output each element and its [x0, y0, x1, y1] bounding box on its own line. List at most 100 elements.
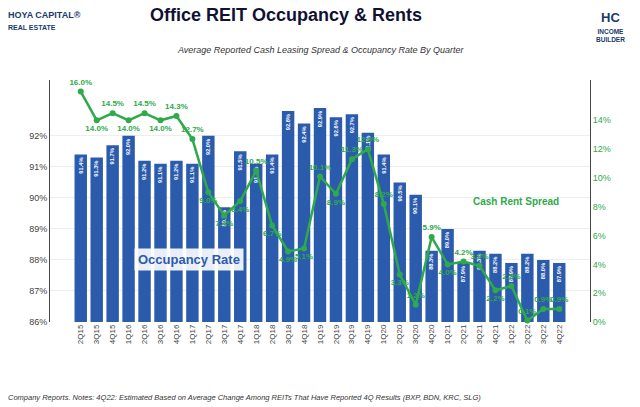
svg-text:91%: 91% [29, 162, 47, 172]
svg-text:0.9%: 0.9% [534, 295, 552, 304]
svg-text:10.5%: 10.5% [245, 157, 268, 166]
svg-text:3Q21: 3Q21 [475, 324, 484, 344]
svg-text:14.3%: 14.3% [165, 102, 188, 111]
svg-text:Average Reported Cash Leasing: Average Reported Cash Leasing Spread & O… [177, 45, 464, 55]
svg-text:91.4%: 91.4% [381, 157, 387, 173]
svg-text:16.0%: 16.0% [69, 78, 92, 87]
svg-text:92.9%: 92.9% [317, 111, 323, 127]
svg-text:90.5%: 90.5% [397, 185, 403, 201]
svg-text:2.2%: 2.2% [486, 294, 504, 303]
svg-text:4.2%: 4.2% [454, 248, 472, 257]
svg-text:3Q20: 3Q20 [411, 324, 420, 344]
svg-text:88.2%: 88.2% [524, 257, 530, 273]
svg-text:1Q20: 1Q20 [379, 324, 388, 344]
svg-text:92%: 92% [29, 131, 47, 141]
svg-text:4Q22: 4Q22 [555, 324, 564, 344]
svg-text:89.7%: 89.7% [221, 210, 227, 226]
svg-text:2Q17: 2Q17 [204, 324, 213, 344]
svg-text:HC: HC [601, 10, 620, 25]
svg-text:Cash Rent Spread: Cash Rent Spread [473, 196, 559, 207]
svg-text:8.4%: 8.4% [231, 205, 249, 214]
svg-text:3Q17: 3Q17 [220, 324, 229, 344]
svg-text:88.3%: 88.3% [428, 254, 434, 270]
svg-text:3Q22: 3Q22 [539, 324, 548, 344]
svg-text:7.4%: 7.4% [215, 219, 233, 228]
svg-text:92.1%: 92.1% [365, 136, 371, 152]
svg-text:4.9%: 4.9% [279, 255, 297, 264]
svg-text:14.5%: 14.5% [101, 99, 124, 108]
svg-text:87.9%: 87.9% [460, 266, 466, 282]
svg-text:88.0%: 88.0% [540, 263, 546, 279]
svg-text:92.0%: 92.0% [205, 139, 211, 155]
svg-text:10.1%: 10.1% [309, 163, 332, 172]
svg-text:0.1%: 0.1% [518, 307, 536, 316]
svg-text:14.5%: 14.5% [133, 99, 156, 108]
svg-text:3.3%: 3.3% [391, 278, 409, 287]
svg-text:12.7%: 12.7% [181, 125, 204, 134]
svg-text:Office REIT Occupancy & Rents: Office REIT Occupancy & Rents [150, 5, 422, 25]
svg-text:1Q19: 1Q19 [316, 324, 325, 344]
svg-text:2Q19: 2Q19 [332, 324, 341, 344]
svg-text:4Q20: 4Q20 [427, 324, 436, 344]
svg-text:8%: 8% [593, 202, 606, 212]
svg-text:88.3%: 88.3% [476, 254, 482, 270]
svg-text:5.9%: 5.9% [423, 223, 441, 232]
svg-text:1Q16: 1Q16 [124, 324, 133, 344]
svg-text:12%: 12% [593, 144, 611, 154]
svg-text:91.7%: 91.7% [109, 148, 115, 164]
svg-text:1Q22: 1Q22 [507, 324, 516, 344]
svg-text:91.4%: 91.4% [269, 157, 275, 173]
svg-text:14.0%: 14.0% [117, 124, 140, 133]
svg-text:91.1%: 91.1% [189, 167, 195, 183]
svg-text:9.0%: 9.0% [199, 196, 217, 205]
svg-text:91.2%: 91.2% [141, 164, 147, 180]
svg-text:86%: 86% [29, 317, 47, 327]
svg-text:90%: 90% [29, 193, 47, 203]
svg-text:90.1%: 90.1% [412, 198, 418, 214]
svg-text:2Q15: 2Q15 [76, 324, 85, 344]
svg-text:92.7%: 92.7% [349, 117, 355, 133]
svg-text:91.3%: 91.3% [93, 161, 99, 177]
svg-text:92.6%: 92.6% [333, 120, 339, 136]
svg-text:88.2%: 88.2% [492, 257, 498, 273]
svg-text:87.9%: 87.9% [556, 266, 562, 282]
svg-text:2Q18: 2Q18 [268, 324, 277, 344]
svg-text:4Q19: 4Q19 [363, 324, 372, 344]
svg-text:10%: 10% [593, 173, 611, 183]
svg-text:91.1%: 91.1% [157, 167, 163, 183]
svg-text:4%: 4% [593, 260, 606, 270]
svg-text:87%: 87% [29, 286, 47, 296]
svg-text:1Q18: 1Q18 [252, 324, 261, 344]
svg-text:89%: 89% [29, 224, 47, 234]
svg-text:92.4%: 92.4% [301, 126, 307, 142]
svg-text:92.8%: 92.8% [285, 114, 291, 130]
svg-text:89.0%: 89.0% [444, 232, 450, 248]
svg-text:REAL ESTATE: REAL ESTATE [8, 24, 56, 31]
svg-text:0.9%: 0.9% [550, 295, 568, 304]
svg-text:88%: 88% [29, 255, 47, 265]
svg-text:3.9%: 3.9% [470, 252, 488, 261]
svg-text:HOYA CAPITAL®: HOYA CAPITAL® [8, 10, 81, 20]
svg-text:91.2%: 91.2% [173, 164, 179, 180]
svg-text:2Q20: 2Q20 [395, 324, 404, 344]
svg-text:5.1%: 5.1% [295, 252, 313, 261]
svg-text:2%: 2% [593, 288, 606, 298]
svg-text:4Q18: 4Q18 [300, 324, 309, 344]
svg-text:11.3%: 11.3% [341, 145, 363, 154]
svg-text:Company Reports. Notes: 4Q22:: Company Reports. Notes: 4Q22: Estimated … [8, 393, 481, 402]
svg-text:1.2%: 1.2% [407, 291, 425, 300]
svg-text:4Q15: 4Q15 [108, 324, 117, 344]
svg-text:8.9%: 8.9% [327, 198, 345, 207]
svg-text:14%: 14% [593, 115, 611, 125]
svg-text:91.4%: 91.4% [78, 157, 84, 173]
svg-text:6.7%: 6.7% [263, 229, 281, 238]
svg-text:1Q17: 1Q17 [188, 324, 197, 344]
svg-text:12.0%: 12.0% [357, 135, 380, 144]
svg-text:92.0%: 92.0% [125, 139, 131, 155]
svg-text:3Q18: 3Q18 [284, 324, 293, 344]
svg-text:4.0%: 4.0% [438, 268, 456, 277]
svg-text:6%: 6% [593, 231, 606, 241]
svg-text:3Q15: 3Q15 [92, 324, 101, 344]
svg-text:Occupancy Rate: Occupancy Rate [138, 252, 240, 267]
svg-text:3Q16: 3Q16 [156, 324, 165, 344]
